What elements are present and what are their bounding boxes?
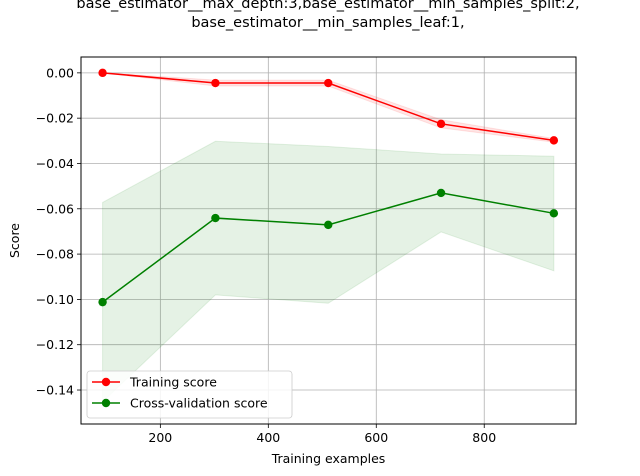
plot-frame: [80, 56, 577, 425]
point-series-0: [211, 78, 220, 88]
point-series-1: [211, 213, 220, 223]
point-series-1: [549, 209, 559, 218]
legend-entry-label: Training score: [129, 375, 217, 390]
legend-entry-label: Cross-validation score: [130, 396, 268, 411]
point-series-1: [436, 188, 446, 198]
y-axis-ticks: 0.00 −0.02 −0.04 −0.06 −0.08 −0.10 −0.12 −0.14: [36, 65, 81, 398]
point-series-0: [549, 136, 559, 145]
y-tick-label: −0.10: [36, 292, 74, 307]
y-tick-label: 0.00: [46, 65, 74, 80]
x-tick-label: 200: [148, 430, 172, 445]
y-tick-label: −0.08: [36, 247, 74, 262]
chart-title: base_estimator__max_depth:3,base_estimat…: [76, 0, 579, 31]
x-tick-label: 800: [472, 430, 496, 445]
y-axis-label: Score: [7, 223, 22, 258]
point-series-0: [324, 78, 333, 88]
x-axis-label: Training examples: [271, 451, 386, 466]
legend-swatch-marker: [101, 398, 111, 408]
x-tick-label: 400: [256, 430, 280, 445]
point-series-1: [98, 297, 107, 307]
legend-box: [86, 370, 293, 419]
chart-title-line-2: base_estimator__min_samples_leaf:1,: [191, 15, 464, 31]
score-bands: [102, 72, 555, 403]
x-axis-ticks: 200 400 600 800: [148, 424, 496, 445]
legend-swatch-marker: [101, 377, 111, 387]
chart-title-line-1: base_estimator__max_depth:3,base_estimat…: [76, 0, 579, 12]
y-tick-label: −0.02: [36, 111, 74, 126]
y-tick-label: −0.06: [36, 201, 74, 216]
band-series-1: [102, 140, 555, 403]
legend: Training score Cross-validation score: [86, 370, 293, 419]
y-tick-label: −0.12: [36, 337, 74, 352]
point-series-0: [98, 68, 107, 78]
y-tick-label: −0.14: [36, 383, 74, 398]
x-tick-label: 600: [364, 430, 388, 445]
y-tick-label: −0.04: [36, 156, 74, 171]
score-points: [98, 68, 559, 307]
point-series-1: [324, 220, 333, 230]
point-series-0: [436, 119, 446, 129]
